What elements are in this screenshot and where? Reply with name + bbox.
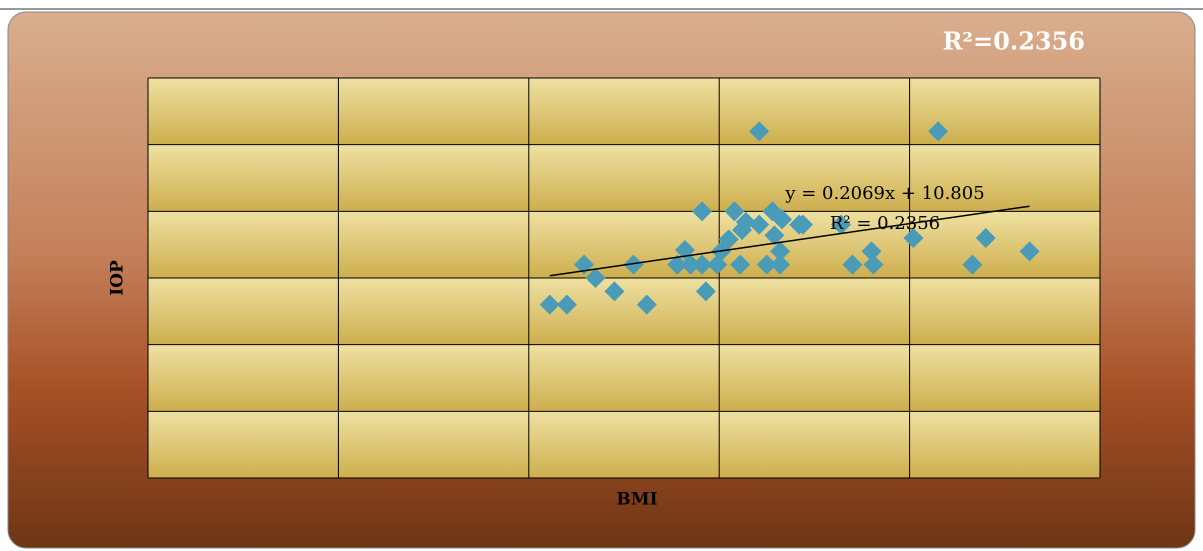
data-point [792,214,813,235]
trendline [549,205,1030,277]
trendline-r-squared: R² = 0.2356 [830,213,940,234]
data-point [756,254,777,275]
data-point [636,294,657,315]
data-point [770,254,791,275]
data-point [692,201,713,222]
data-point [962,254,983,275]
data-point [764,225,785,246]
data-point [770,241,791,262]
data-point [585,268,606,288]
data-point [928,121,949,142]
plot-band [148,411,1100,478]
data-point [772,209,793,230]
data-point [692,254,713,275]
plot-band [148,78,1100,145]
plot-band [148,144,1100,212]
data-point [975,228,996,248]
data-point [695,281,716,302]
data-point [539,294,560,315]
plot-band [148,278,1100,345]
plot-area [147,77,1101,479]
data-point [749,214,770,235]
data-point [730,254,751,275]
data-point [680,254,701,275]
plot-band [148,344,1100,412]
data-point [861,241,882,262]
data-point [831,214,852,235]
data-point [604,281,625,302]
data-point [718,229,739,250]
data-point [623,254,644,275]
data-point [707,254,728,275]
data-point [863,254,884,275]
data-point [903,228,924,248]
data-point [749,121,770,142]
y-axis-label: IOP [108,260,128,296]
data-point [735,212,756,232]
data-point [724,201,745,222]
x-axis-label: BMI [616,490,657,510]
data-point [842,254,863,275]
chart-title: R²=0.2356 [943,27,1085,56]
data-point [556,294,577,315]
data-point [1019,241,1040,262]
trendline-equation: y = 0.2069x + 10.805 [784,183,984,204]
data-point [667,254,688,275]
plot-band [148,211,1100,278]
